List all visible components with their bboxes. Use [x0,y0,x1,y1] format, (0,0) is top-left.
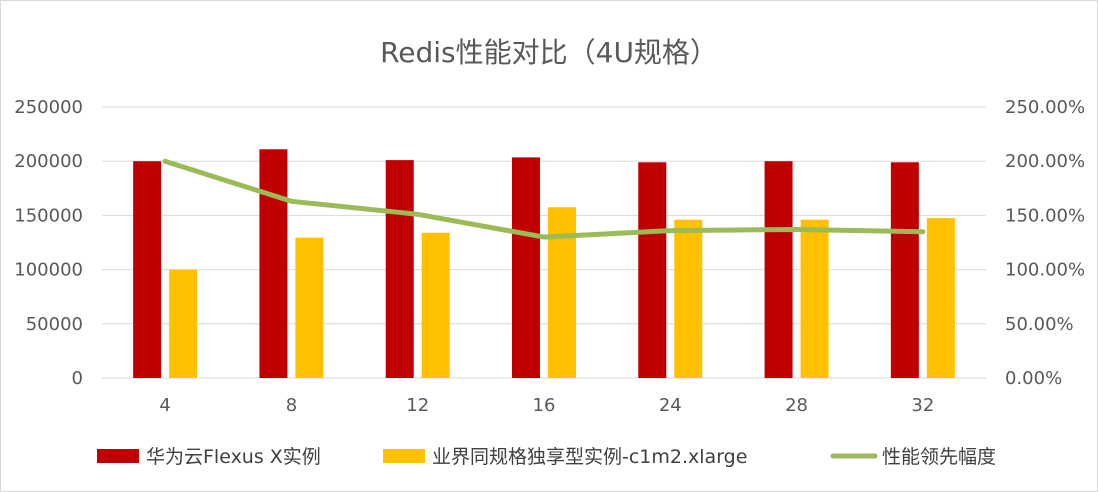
bar-huawei [512,157,540,378]
bars [133,149,955,378]
bar-industry [800,219,829,378]
x-tick-label: 16 [533,395,556,416]
left-tick-label: 100000 [14,260,83,281]
left-tick-label: 50000 [26,314,83,335]
legend-label: 性能领先幅度 [882,446,996,468]
x-tick-label: 4 [159,395,170,416]
legend: 华为云Flexus X实例 业界同规格独享型实例-c1m2.xlarge 性能领先幅… [97,446,996,468]
x-tick-label: 28 [785,395,808,416]
right-tick-label: 100.00% [1005,260,1085,281]
bar-huawei [764,161,793,378]
right-tick-label: 50.00% [1005,314,1074,335]
left-tick-label: 250000 [14,97,83,118]
x-tick-label: 8 [286,395,297,416]
bar-huawei [133,161,162,378]
bar-industry [926,218,955,378]
bar-industry [169,269,198,378]
bar-industry [421,232,450,378]
right-tick-label: 150.00% [1005,205,1085,226]
left-tick-label: 150000 [14,205,83,226]
left-axis-ticks: 0 50000 100000 150000 200000 250000 [14,97,83,389]
bar-huawei [385,160,414,378]
bar-huawei [259,149,288,378]
gridlines [102,106,986,379]
x-tick-label: 32 [911,395,934,416]
right-tick-label: 200.00% [1005,151,1085,172]
chart-title: Redis性能对比（4U规格） [380,36,718,69]
x-tick-label: 12 [406,395,429,416]
legend-swatch-industry [383,449,425,463]
x-tick-label: 24 [659,395,682,416]
legend-label: 业界同规格独享型实例-c1m2.xlarge [432,446,747,468]
lead-line [162,158,926,240]
left-tick-label: 200000 [14,151,83,172]
legend-swatch-huawei [97,449,139,463]
right-axis-ticks: 0.00% 50.00% 100.00% 150.00% 200.00% 250.00% [1005,97,1085,389]
right-tick-label: 250.00% [1005,97,1085,118]
right-tick-label: 0.00% [1005,368,1062,389]
bar-huawei [890,162,919,378]
x-axis-ticks: 4 8 12 16 24 28 32 [159,395,934,416]
bar-industry [295,237,324,378]
bar-industry [674,219,703,378]
legend-label: 华为云Flexus X实例 [146,446,321,468]
bar-industry [548,207,576,378]
bar-huawei [638,162,667,378]
left-tick-label: 0 [72,368,83,389]
